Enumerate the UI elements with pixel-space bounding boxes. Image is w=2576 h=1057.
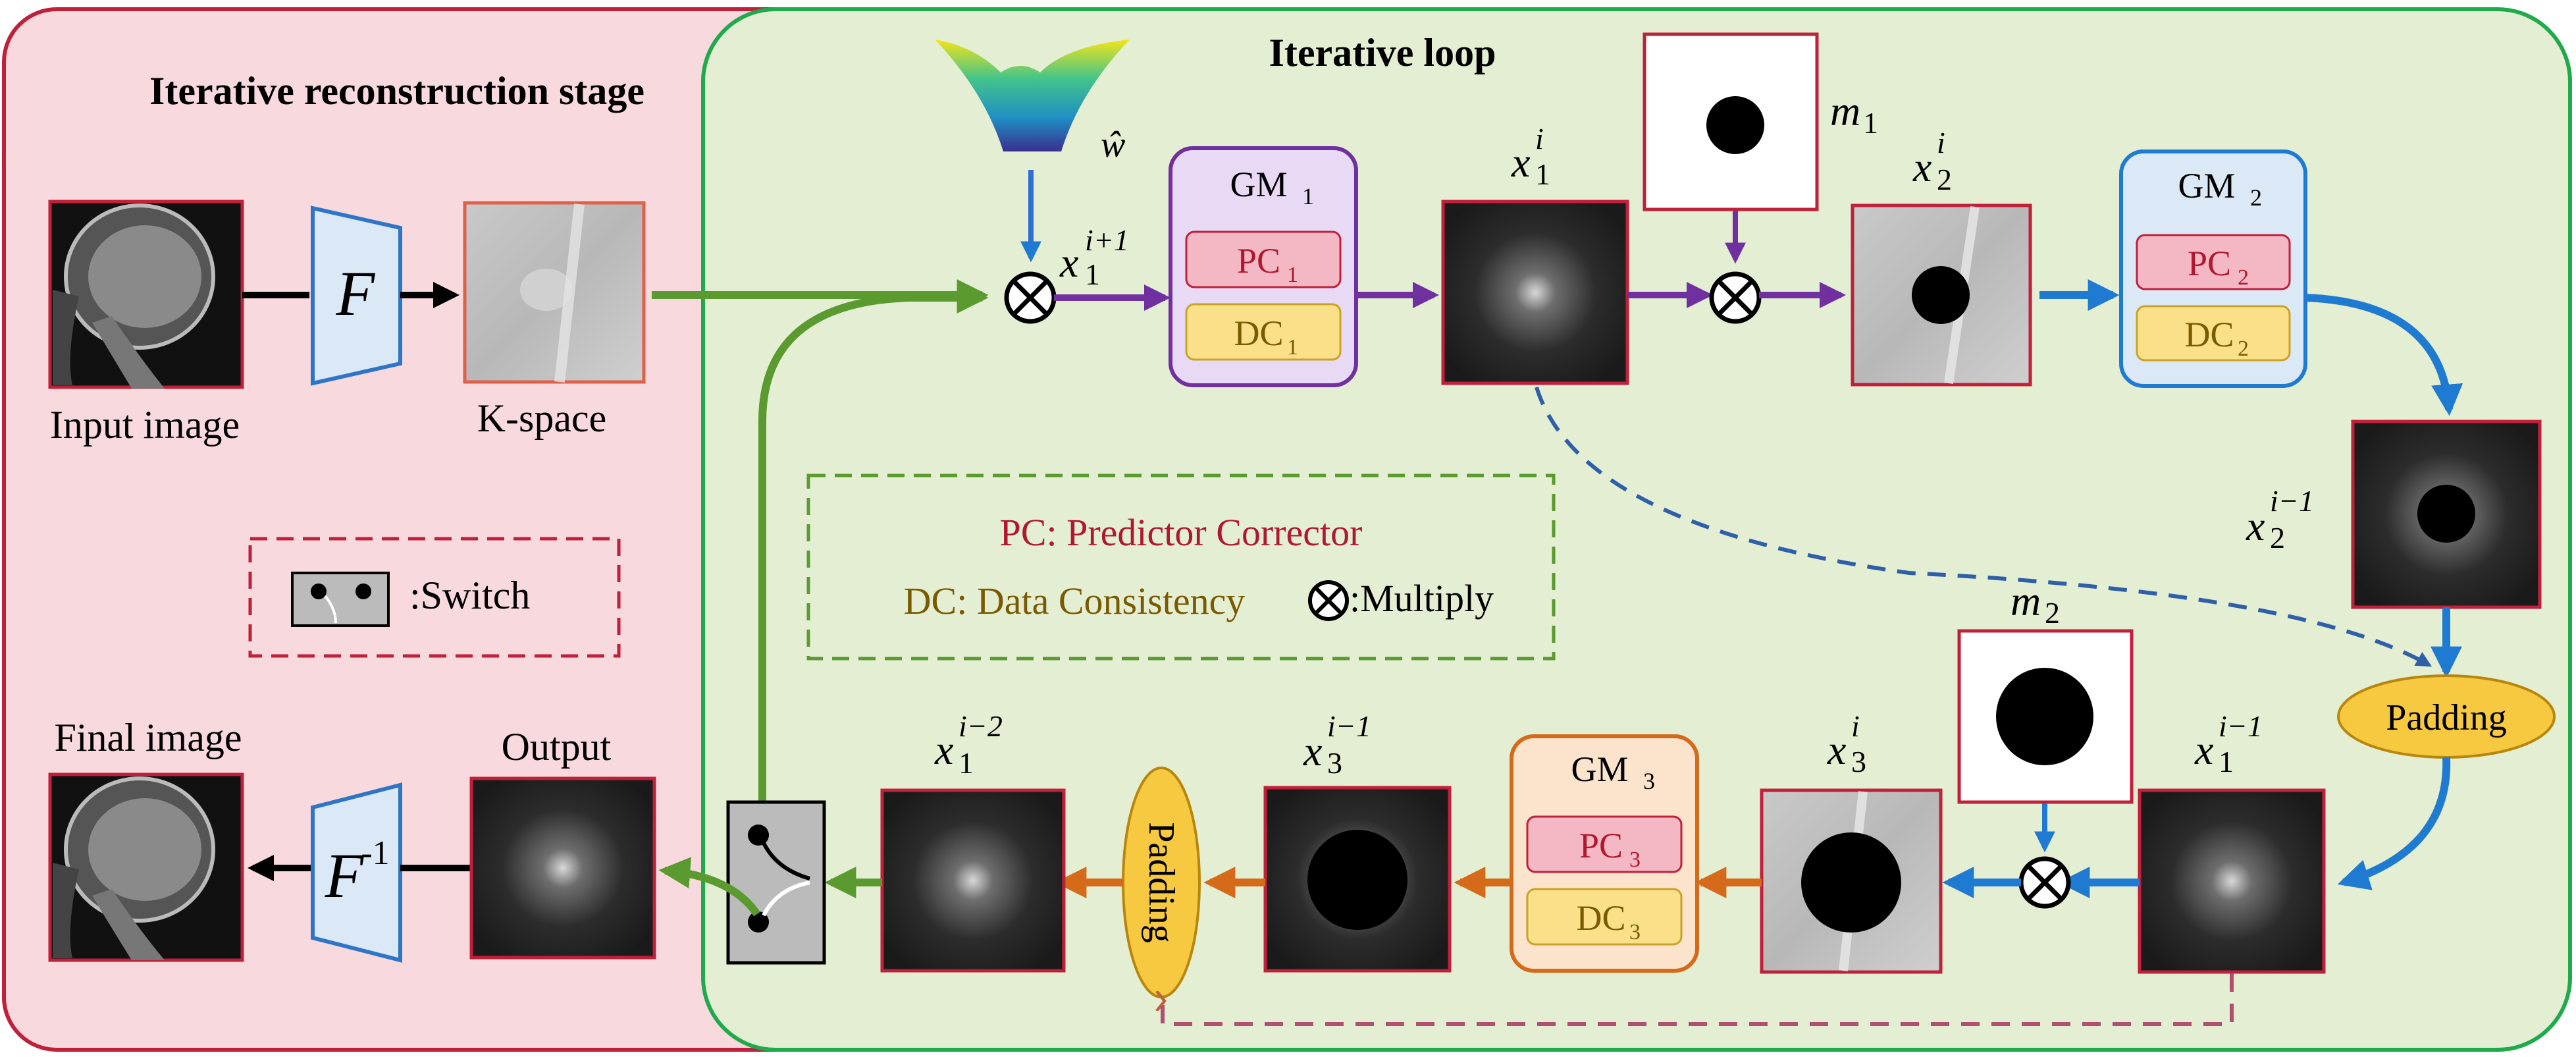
x1-prev2-sub: 1 (959, 746, 974, 780)
gm3-dc-label: DC (1576, 898, 1625, 938)
x1-prev2-image (880, 788, 1066, 973)
kspace-label: K-space (477, 396, 607, 440)
final-image (48, 772, 244, 962)
x1-prev2-sup: i−2 (959, 709, 1003, 743)
energy-landscape-icon (935, 40, 1130, 151)
x2-prev-sub: 2 (2270, 521, 2285, 555)
m1-sub: 1 (1863, 106, 1878, 140)
x1-i-plus-1-subscript: 1 (1085, 257, 1100, 291)
x1-to-padding-dashed-arrow (1535, 387, 2432, 667)
x3-prev-label: x (1303, 728, 1322, 774)
stage-title: Iterative reconstruction stage (149, 69, 644, 113)
abbreviation-legend-box (806, 474, 1556, 661)
gm1-dc-label: DC (1234, 313, 1283, 353)
x1-i-plus-1-superscript: i+1 (1085, 223, 1129, 257)
gm2-title: GM (2178, 166, 2235, 205)
output-kspace-image (469, 776, 656, 960)
fourier-symbol: F (336, 258, 376, 329)
x1-i-plus-1-label: x (1059, 239, 1078, 286)
gm1-title: GM (1230, 165, 1287, 204)
x3-prev-sub: 3 (1327, 746, 1342, 780)
x3-i-sub: 3 (1851, 745, 1866, 778)
inverse-fourier-superscript: -1 (361, 834, 389, 872)
switch-element (726, 800, 826, 965)
x2-prev-label: x (2246, 502, 2265, 549)
input-image (48, 200, 244, 389)
x1-prev-image (2138, 788, 2326, 974)
legend-multiply-icon (1308, 580, 1349, 621)
x1-prev-label: x (2194, 726, 2213, 773)
x2-i-sub: 2 (1937, 163, 1952, 196)
legend-multiply: :Multiply (1350, 577, 1494, 620)
gm3-pc-label: PC (1579, 826, 1623, 865)
inverse-fourier-block (311, 782, 402, 963)
legend-dc: DC: Data Consistency (904, 580, 1246, 622)
gm3-dc-sub: 3 (1629, 920, 1641, 944)
x1-prev-sup: i−1 (2219, 709, 2263, 743)
w-hat-label: ŵ (1101, 124, 1125, 165)
switch-to-output-arrow (658, 857, 760, 917)
input-image-label: Input image (50, 403, 240, 447)
x1-i-sup: i (1535, 122, 1544, 155)
x2-prev-image (2351, 420, 2542, 609)
x2-i-label: x (1912, 144, 1932, 190)
multiply-node-2 (1709, 271, 1762, 324)
final-image-label: Final image (55, 716, 242, 759)
gm3-title-sub: 3 (1643, 768, 1655, 794)
gm1-block (1169, 146, 1358, 387)
loop-title: Iterative loop (1269, 31, 1496, 74)
gm3-title: GM (1571, 749, 1628, 789)
multiply-node-3 (2018, 856, 2071, 909)
output-label: Output (502, 725, 612, 769)
gm2-dc-label: DC (2184, 315, 2234, 354)
mask-m1-disk (1706, 96, 1764, 154)
fourier-transform-block (311, 205, 402, 386)
gm1-pc-sub: 1 (1287, 263, 1298, 287)
gm1-dc-sub: 1 (1287, 335, 1298, 360)
x1-prev-sub: 1 (2219, 745, 2234, 778)
switch-feedback-arrow (758, 282, 989, 814)
inverse-fourier-symbol: F (325, 840, 365, 911)
m1-label: m (1830, 88, 1860, 134)
x2-i-sup: i (1937, 126, 1945, 159)
x2-prev-sup: i−1 (2270, 484, 2314, 518)
gm2-pc-label: PC (2188, 244, 2231, 283)
gm3-pc-sub: 3 (1629, 848, 1641, 872)
x3-prev-image (1263, 786, 1452, 973)
gm2-dc-sub: 2 (2238, 337, 2249, 361)
m2-sub: 2 (2045, 596, 2060, 630)
padding-left-label: Padding (1141, 822, 1182, 943)
x3-prev-sup: i−1 (1327, 709, 1371, 743)
x3-i-label: x (1827, 726, 1846, 773)
x1-i-sub: 1 (1535, 157, 1550, 191)
legend-pc: PC: Predictor Corrector (1000, 511, 1363, 554)
gm2-to-x2-prev-arrow (2305, 294, 2463, 416)
x1-prev2-label: x (934, 726, 953, 773)
switch-legend-icon (291, 572, 390, 627)
m2-label: m (2011, 578, 2041, 624)
gm2-title-sub: 2 (2250, 184, 2262, 211)
kspace-image (463, 201, 646, 384)
gm2-pc-sub: 2 (2238, 265, 2249, 290)
padding-to-x1-prev-arrow (2337, 757, 2451, 890)
x3-i-sup: i (1851, 709, 1860, 743)
x3-i-image (1760, 788, 1943, 974)
x1-i-label: x (1511, 139, 1530, 186)
gm3-block (1510, 734, 1699, 973)
x1-prev-to-padding-left-dashed (1163, 973, 2234, 1026)
x1-i-image (1441, 200, 1629, 385)
x2-i-image (1851, 203, 2032, 387)
gm1-title-sub: 1 (1302, 183, 1314, 209)
mask-m2-disk (1996, 668, 2093, 765)
padding-right-label: Padding (2386, 697, 2507, 738)
switch-legend-label: :Switch (409, 574, 530, 617)
switch-legend-box (248, 537, 621, 658)
gm2-block (2119, 149, 2307, 388)
multiply-node-1 (1004, 271, 1057, 324)
gm1-pc-label: PC (1237, 241, 1280, 281)
